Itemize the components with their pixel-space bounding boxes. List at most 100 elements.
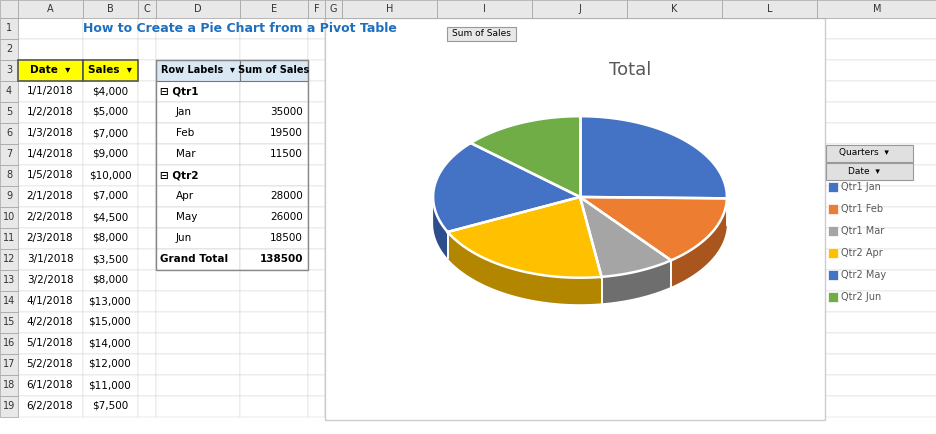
- Bar: [722, 207, 816, 228]
- Bar: [240, 396, 308, 417]
- Bar: [240, 312, 308, 333]
- Bar: [532, 165, 626, 186]
- Bar: [436, 60, 532, 81]
- Bar: [342, 291, 436, 312]
- Text: 2: 2: [6, 44, 12, 54]
- Bar: [155, 249, 240, 270]
- Bar: [138, 291, 155, 312]
- Text: Sum of Sales: Sum of Sales: [238, 65, 309, 75]
- Text: May: May: [176, 212, 197, 222]
- Bar: [18, 375, 83, 396]
- Text: 1/5/2018: 1/5/2018: [26, 170, 73, 180]
- Bar: [83, 249, 138, 270]
- Bar: [826, 145, 912, 162]
- Bar: [18, 249, 83, 270]
- Text: Qtr1 Mar: Qtr1 Mar: [841, 226, 884, 236]
- Bar: [308, 123, 325, 144]
- Bar: [722, 144, 816, 165]
- Bar: [722, 249, 816, 270]
- Bar: [0, 123, 18, 144]
- Bar: [325, 186, 342, 207]
- Bar: [532, 18, 626, 39]
- Bar: [18, 270, 83, 291]
- Bar: [0, 165, 18, 186]
- Bar: [816, 18, 936, 39]
- Bar: [342, 228, 436, 249]
- Text: $5,000: $5,000: [92, 107, 128, 117]
- Polygon shape: [579, 197, 670, 277]
- Bar: [532, 102, 626, 123]
- Bar: [436, 186, 532, 207]
- Bar: [0, 18, 18, 39]
- Bar: [436, 291, 532, 312]
- Bar: [532, 123, 626, 144]
- Bar: [0, 354, 18, 375]
- Bar: [325, 354, 342, 375]
- Text: 6: 6: [6, 128, 12, 138]
- Bar: [0, 375, 18, 396]
- Bar: [532, 81, 626, 102]
- Bar: [0, 270, 18, 291]
- Bar: [325, 81, 342, 102]
- Bar: [138, 333, 155, 354]
- Bar: [532, 228, 626, 249]
- Bar: [308, 291, 325, 312]
- Bar: [816, 375, 936, 396]
- Bar: [436, 396, 532, 417]
- Bar: [436, 207, 532, 228]
- Bar: [155, 249, 240, 270]
- Bar: [722, 81, 816, 102]
- Bar: [532, 207, 626, 228]
- Text: B: B: [107, 4, 114, 14]
- Bar: [240, 291, 308, 312]
- Text: 4: 4: [6, 86, 12, 96]
- Bar: [138, 186, 155, 207]
- Bar: [816, 165, 936, 186]
- Text: $9,000: $9,000: [92, 149, 128, 159]
- Bar: [155, 375, 240, 396]
- Bar: [827, 270, 837, 280]
- Bar: [342, 375, 436, 396]
- Bar: [325, 0, 342, 18]
- Text: F: F: [314, 4, 319, 14]
- Bar: [626, 39, 722, 60]
- Bar: [308, 228, 325, 249]
- Bar: [325, 333, 342, 354]
- Bar: [342, 0, 436, 18]
- Bar: [626, 123, 722, 144]
- Bar: [18, 396, 83, 417]
- Bar: [240, 144, 308, 165]
- Bar: [155, 291, 240, 312]
- Bar: [722, 354, 816, 375]
- Bar: [83, 207, 138, 228]
- Text: $12,000: $12,000: [89, 359, 131, 369]
- Bar: [532, 144, 626, 165]
- Bar: [436, 312, 532, 333]
- Bar: [532, 375, 626, 396]
- Bar: [155, 207, 240, 228]
- Text: Date  ▾: Date ▾: [30, 65, 70, 75]
- Bar: [436, 18, 532, 39]
- Bar: [18, 81, 83, 102]
- Text: 1/4/2018: 1/4/2018: [26, 149, 73, 159]
- Bar: [0, 312, 18, 333]
- Bar: [722, 186, 816, 207]
- Bar: [240, 123, 308, 144]
- Text: 3/1/2018: 3/1/2018: [26, 254, 73, 264]
- Bar: [138, 102, 155, 123]
- Text: Qtr2 May: Qtr2 May: [841, 270, 885, 280]
- Text: K: K: [670, 4, 677, 14]
- Bar: [626, 354, 722, 375]
- Bar: [240, 144, 308, 165]
- Text: 2/2/2018: 2/2/2018: [26, 212, 73, 222]
- Bar: [155, 354, 240, 375]
- Bar: [816, 60, 936, 81]
- Bar: [816, 186, 936, 207]
- Bar: [138, 144, 155, 165]
- Text: 19500: 19500: [270, 128, 302, 138]
- Text: 5: 5: [6, 107, 12, 117]
- Bar: [155, 144, 240, 165]
- Text: Sales  ▾: Sales ▾: [88, 65, 132, 75]
- Bar: [240, 0, 308, 18]
- Bar: [722, 165, 816, 186]
